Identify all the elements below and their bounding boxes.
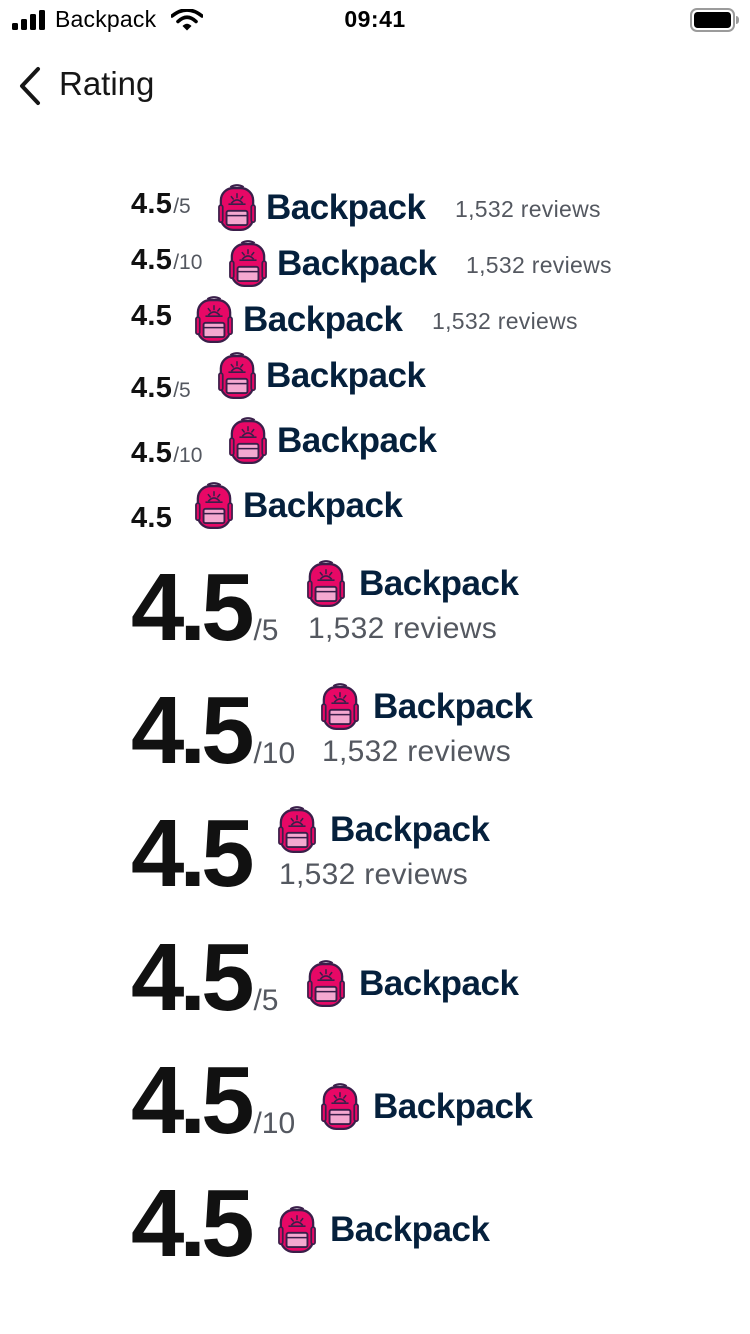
navigation-bar: Rating bbox=[0, 55, 750, 115]
backpack-logo: Backpack bbox=[307, 960, 519, 1008]
review-count: 1,532 reviews bbox=[432, 308, 578, 334]
backpack-logo: Backpack bbox=[278, 806, 490, 854]
brand-name: Backpack bbox=[330, 810, 490, 849]
rating-score: 4.5 bbox=[131, 300, 173, 332]
backpack-logo: Backpack bbox=[229, 240, 437, 288]
backpack-logo: Backpack bbox=[278, 1206, 490, 1254]
backpack-icon bbox=[218, 184, 256, 231]
backpack-icon bbox=[229, 240, 267, 287]
backpack-icon bbox=[321, 1083, 359, 1130]
backpack-icon bbox=[278, 806, 316, 853]
page-title: Rating bbox=[59, 65, 155, 102]
brand-name: Backpack bbox=[359, 564, 519, 603]
backpack-icon bbox=[307, 560, 345, 607]
rating-score: 4.5/10 bbox=[131, 437, 203, 469]
rating-score: 4.5/10 bbox=[131, 1047, 296, 1154]
rating-score: 4.5/5 bbox=[131, 188, 191, 220]
rating-scale: /5 bbox=[173, 195, 191, 218]
back-chevron-icon[interactable] bbox=[16, 66, 46, 106]
rating-scale: /10 bbox=[253, 1107, 296, 1140]
backpack-icon bbox=[195, 482, 233, 529]
backpack-icon bbox=[229, 417, 267, 464]
backpack-logo: Backpack bbox=[229, 417, 437, 465]
status-bar: Backpack 09:41 bbox=[0, 0, 750, 40]
backpack-logo: Backpack bbox=[195, 296, 403, 344]
backpack-logo: Backpack bbox=[321, 683, 533, 731]
rating-score: 4.5 bbox=[131, 1170, 254, 1277]
backpack-logo: Backpack bbox=[218, 352, 426, 400]
rating-score: 4.5 bbox=[131, 502, 173, 534]
brand-name: Backpack bbox=[277, 421, 437, 460]
rating-score: 4.5/5 bbox=[131, 372, 191, 404]
wifi-icon bbox=[171, 9, 203, 31]
rating-score: 4.5/5 bbox=[131, 554, 279, 661]
brand-name: Backpack bbox=[266, 188, 426, 227]
battery-icon bbox=[690, 8, 739, 32]
rating-score: 4.5 bbox=[131, 800, 254, 907]
backpack-icon bbox=[195, 296, 233, 343]
brand-name: Backpack bbox=[243, 300, 403, 339]
review-count: 1,532 reviews bbox=[466, 252, 612, 278]
rating-scale: /5 bbox=[173, 379, 191, 402]
backpack-logo: Backpack bbox=[307, 560, 519, 608]
review-count: 1,532 reviews bbox=[455, 196, 601, 222]
review-count: 1,532 reviews bbox=[308, 612, 497, 645]
carrier-name: Backpack bbox=[55, 6, 157, 32]
brand-name: Backpack bbox=[359, 964, 519, 1003]
brand-name: Backpack bbox=[373, 1087, 533, 1126]
rating-scale: /10 bbox=[173, 444, 203, 467]
rating-score: 4.5/10 bbox=[131, 244, 203, 276]
brand-name: Backpack bbox=[243, 486, 403, 525]
brand-name: Backpack bbox=[277, 244, 437, 283]
rating-scale: /5 bbox=[253, 614, 279, 647]
backpack-icon bbox=[218, 352, 256, 399]
brand-name: Backpack bbox=[266, 356, 426, 395]
rating-score: 4.5/10 bbox=[131, 677, 296, 784]
rating-scale: /10 bbox=[173, 251, 203, 274]
brand-name: Backpack bbox=[373, 687, 533, 726]
backpack-icon bbox=[278, 1206, 316, 1253]
backpack-logo: Backpack bbox=[195, 482, 403, 530]
status-time: 09:41 bbox=[344, 6, 406, 32]
review-count: 1,532 reviews bbox=[322, 735, 511, 768]
rating-scale: /5 bbox=[253, 984, 279, 1017]
backpack-logo: Backpack bbox=[321, 1083, 533, 1131]
review-count: 1,532 reviews bbox=[279, 858, 468, 891]
backpack-icon bbox=[321, 683, 359, 730]
backpack-icon bbox=[307, 960, 345, 1007]
rating-score: 4.5/5 bbox=[131, 924, 279, 1031]
cellular-signal-icon bbox=[12, 10, 45, 30]
backpack-logo: Backpack bbox=[218, 184, 426, 232]
rating-scale: /10 bbox=[253, 737, 296, 770]
brand-name: Backpack bbox=[330, 1210, 490, 1249]
